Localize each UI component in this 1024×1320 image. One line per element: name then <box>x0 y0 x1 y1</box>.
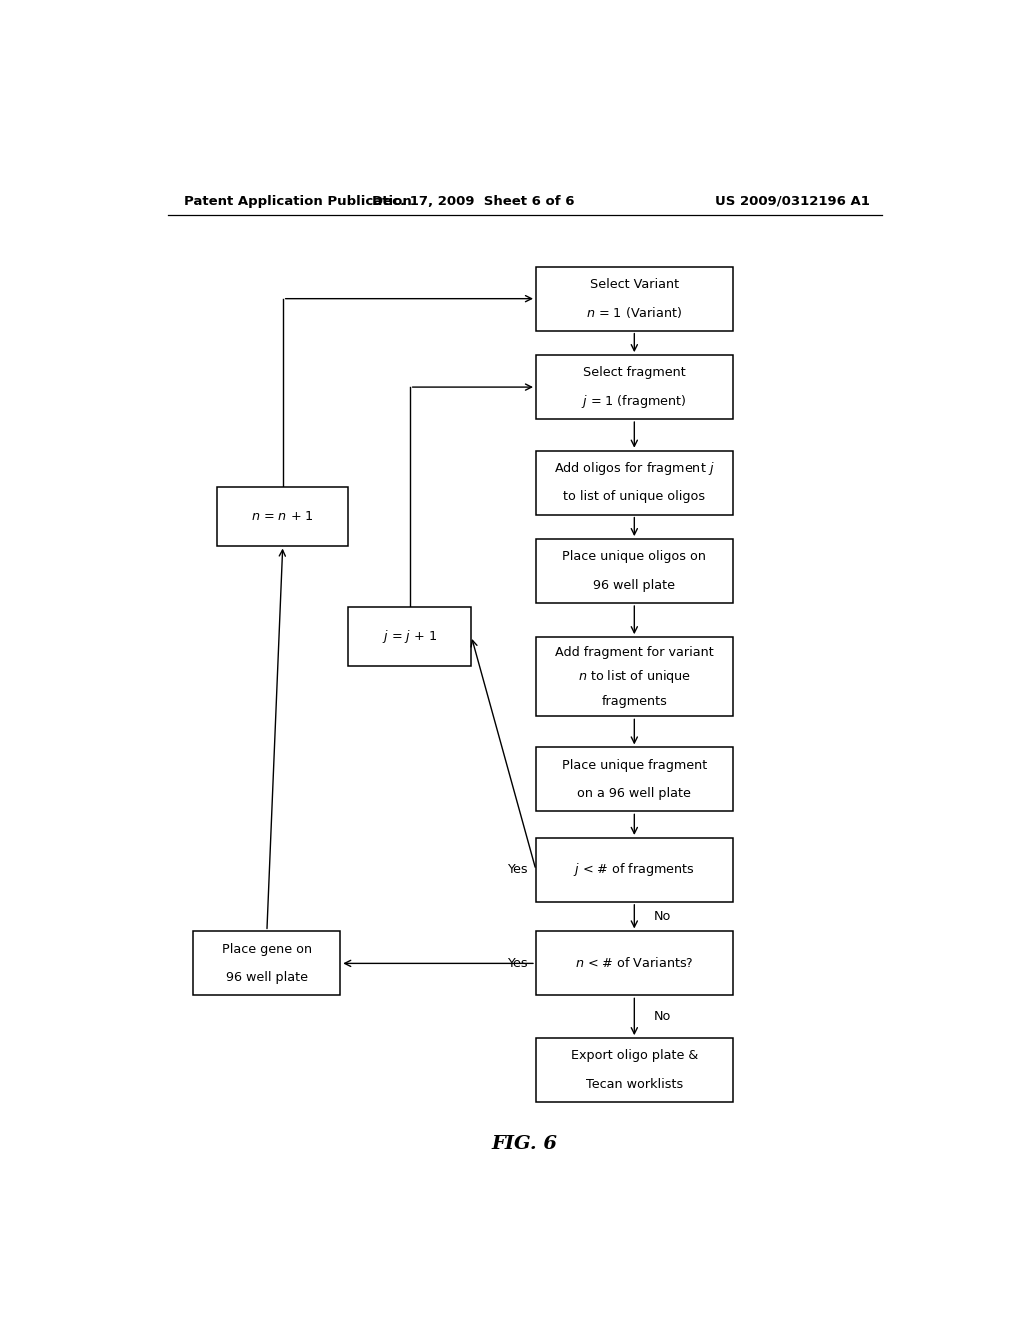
FancyBboxPatch shape <box>194 932 340 995</box>
Text: $n$ = 1 (Variant): $n$ = 1 (Variant) <box>587 305 682 321</box>
FancyBboxPatch shape <box>536 838 733 902</box>
FancyBboxPatch shape <box>536 539 733 603</box>
Text: fragments: fragments <box>601 694 668 708</box>
Text: $j$ < # of fragments: $j$ < # of fragments <box>573 862 695 878</box>
Text: Place unique fragment: Place unique fragment <box>562 759 707 772</box>
FancyBboxPatch shape <box>536 267 733 331</box>
Text: 96 well plate: 96 well plate <box>226 972 308 985</box>
Text: Yes: Yes <box>507 957 528 970</box>
Text: Add fragment for variant: Add fragment for variant <box>555 645 714 659</box>
FancyBboxPatch shape <box>217 487 348 545</box>
Text: Place gene on: Place gene on <box>222 942 312 956</box>
Text: on a 96 well plate: on a 96 well plate <box>578 787 691 800</box>
Text: Dec. 17, 2009  Sheet 6 of 6: Dec. 17, 2009 Sheet 6 of 6 <box>372 194 574 207</box>
FancyBboxPatch shape <box>536 932 733 995</box>
Text: No: No <box>654 909 672 923</box>
FancyBboxPatch shape <box>348 607 471 665</box>
Text: No: No <box>654 1010 672 1023</box>
Text: $j$ = $j$ + 1: $j$ = $j$ + 1 <box>382 627 437 644</box>
Text: US 2009/0312196 A1: US 2009/0312196 A1 <box>715 194 870 207</box>
Text: Select fragment: Select fragment <box>583 367 686 379</box>
Text: Select Variant: Select Variant <box>590 279 679 290</box>
FancyBboxPatch shape <box>536 450 733 515</box>
Text: $n$ to list of unique: $n$ to list of unique <box>578 668 691 685</box>
FancyBboxPatch shape <box>536 355 733 420</box>
Text: $n$ = $n$ + 1: $n$ = $n$ + 1 <box>251 510 314 523</box>
Text: Tecan worklists: Tecan worklists <box>586 1078 683 1090</box>
Text: FIG. 6: FIG. 6 <box>492 1135 558 1154</box>
Text: Add oligos for fragment $j$: Add oligos for fragment $j$ <box>554 459 715 477</box>
FancyBboxPatch shape <box>536 747 733 812</box>
Text: to list of unique oligos: to list of unique oligos <box>563 490 706 503</box>
Text: Yes: Yes <box>507 863 528 876</box>
Text: 96 well plate: 96 well plate <box>593 578 675 591</box>
Text: $j$ = 1 (fragment): $j$ = 1 (fragment) <box>582 393 687 409</box>
FancyBboxPatch shape <box>536 1038 733 1102</box>
Text: Export oligo plate &: Export oligo plate & <box>570 1049 698 1063</box>
Text: Patent Application Publication: Patent Application Publication <box>183 194 412 207</box>
FancyBboxPatch shape <box>536 638 733 717</box>
Text: Place unique oligos on: Place unique oligos on <box>562 550 707 564</box>
Text: $n$ < # of Variants?: $n$ < # of Variants? <box>575 957 693 970</box>
